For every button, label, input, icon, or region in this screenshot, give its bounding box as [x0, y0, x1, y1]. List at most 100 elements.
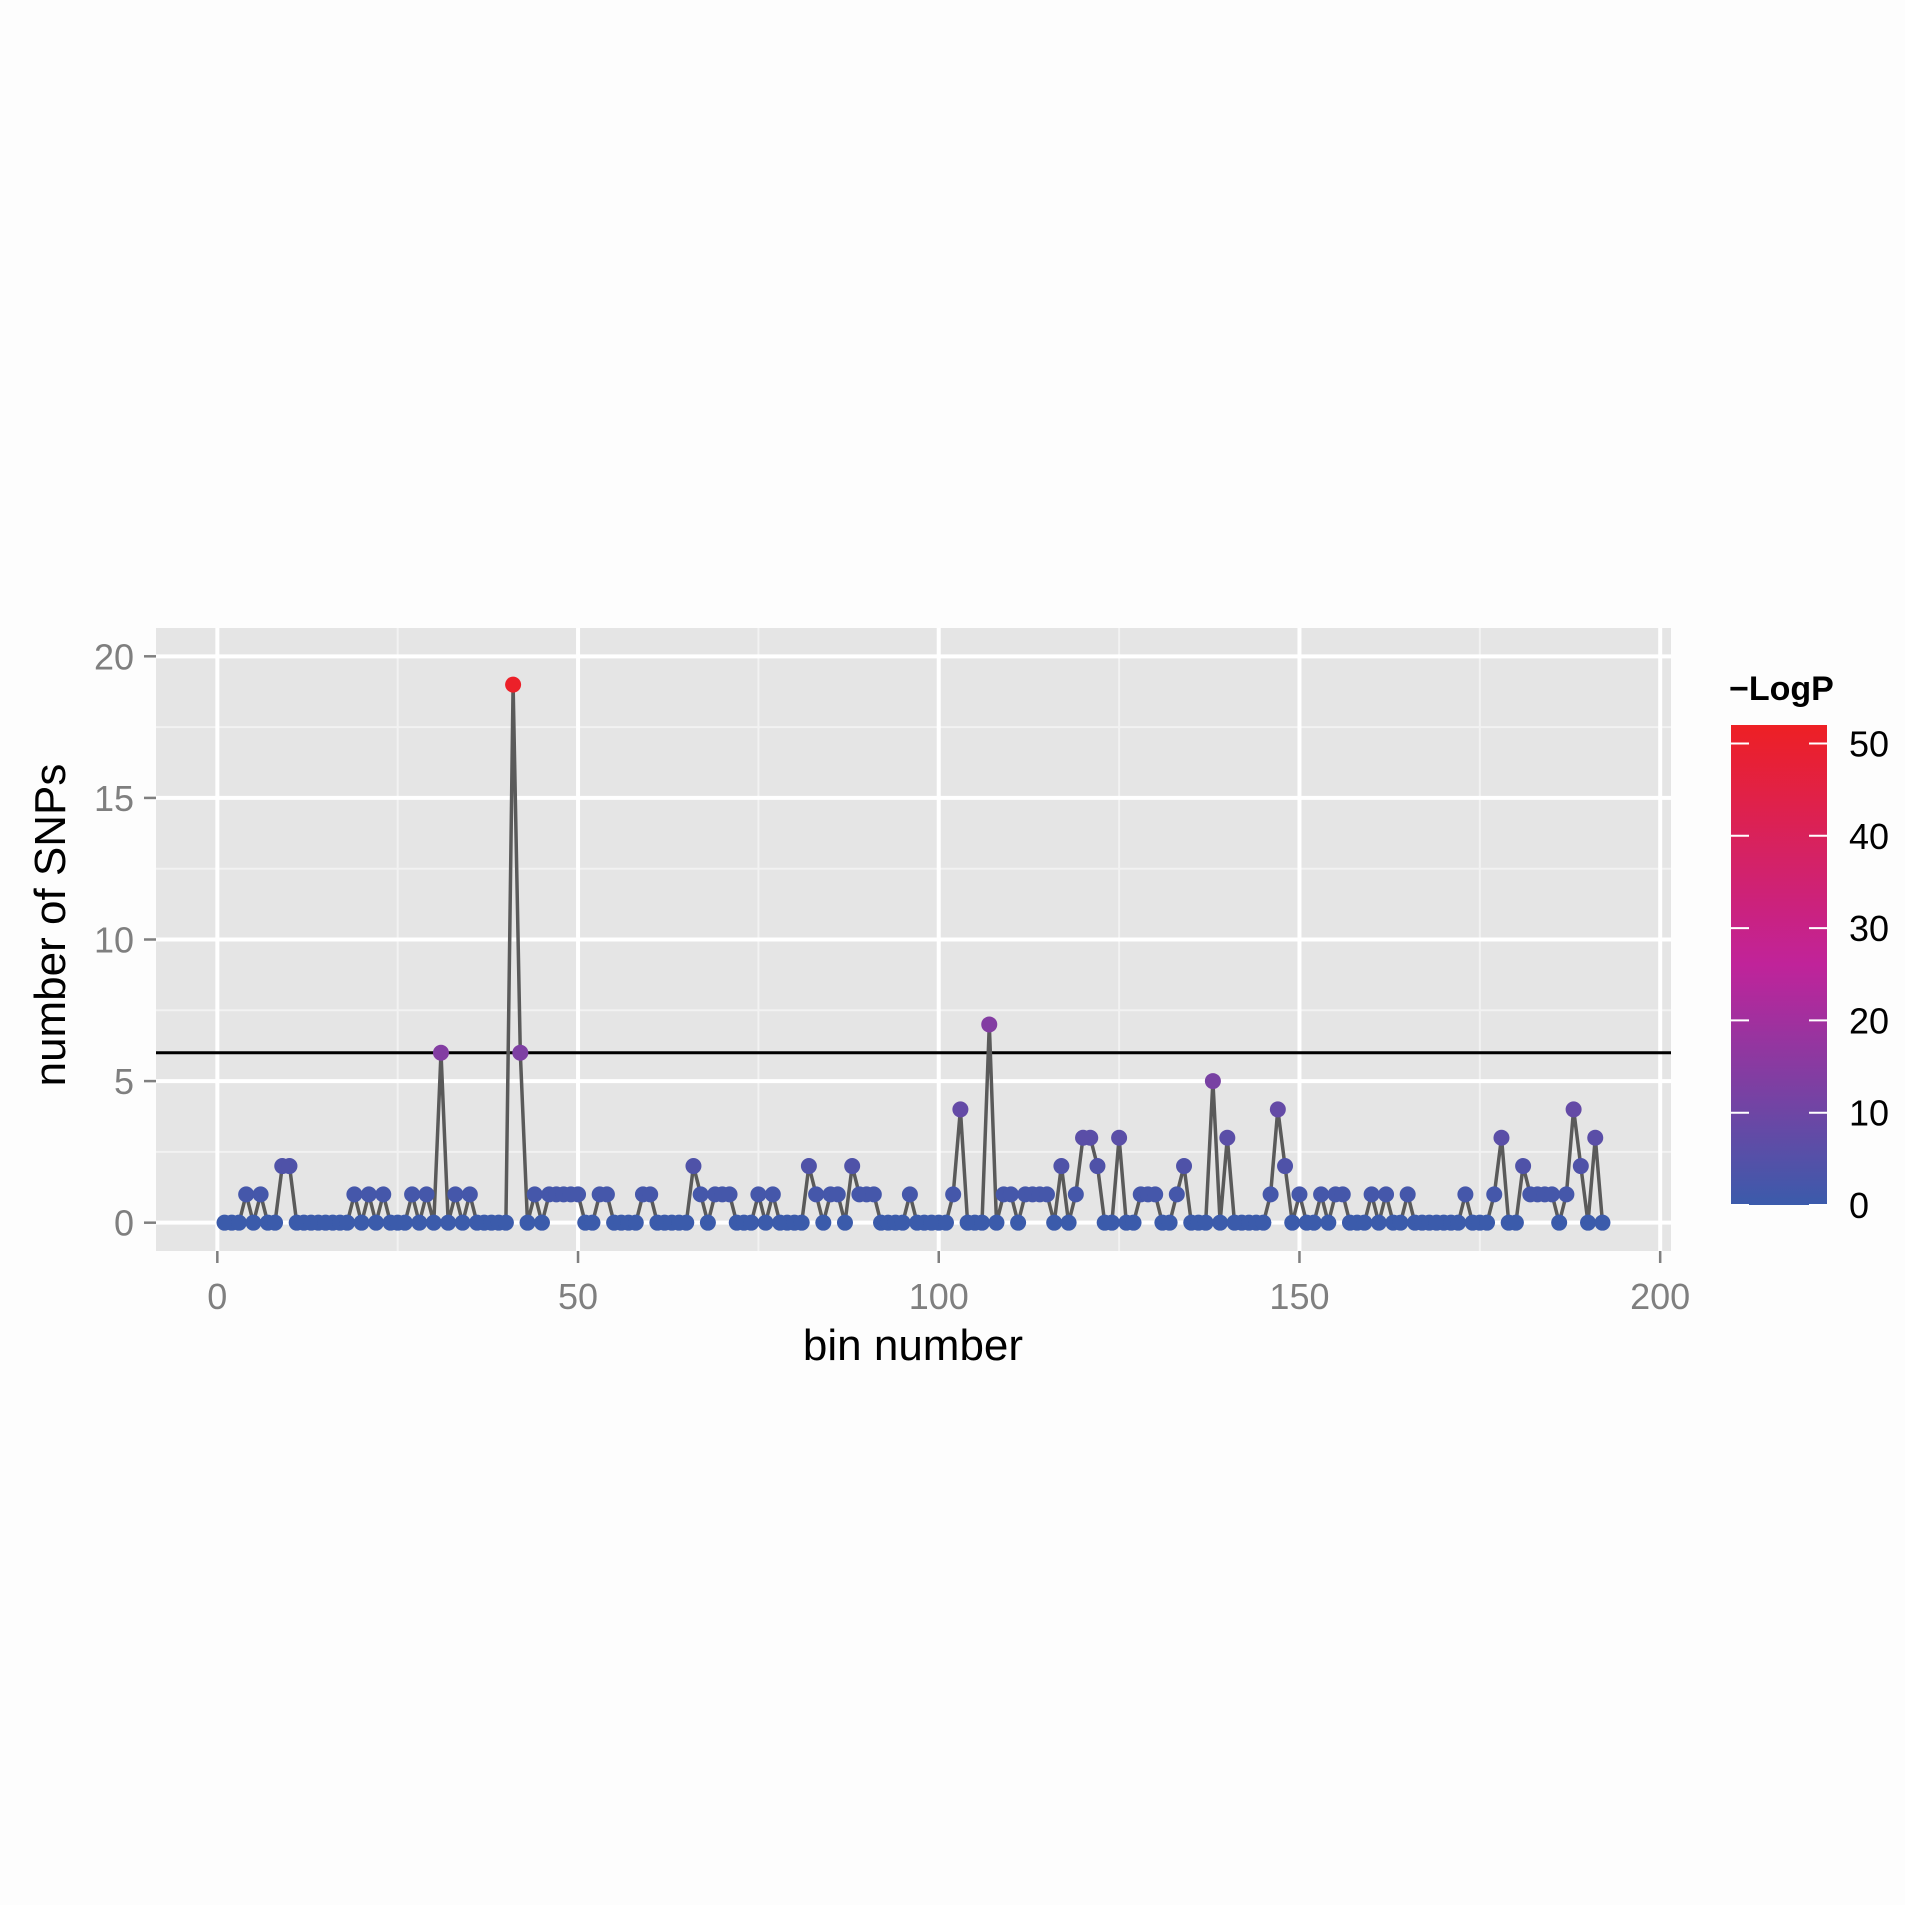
data-point — [1399, 1186, 1416, 1203]
x-axis-ticks: 0 50 100 150 200 — [207, 1251, 1690, 1317]
data-point — [627, 1214, 644, 1231]
y-tick-label: 10 — [94, 920, 134, 961]
legend-tick-label: 10 — [1849, 1093, 1889, 1134]
data-point — [505, 676, 522, 693]
data-point — [1594, 1214, 1611, 1231]
data-point — [584, 1214, 601, 1231]
data-point — [981, 1016, 998, 1033]
data-point — [418, 1186, 435, 1203]
data-point — [281, 1158, 298, 1175]
data-point — [432, 1044, 449, 1061]
data-point — [1392, 1214, 1409, 1231]
data-point — [800, 1158, 817, 1175]
data-point — [1010, 1214, 1027, 1231]
data-point — [252, 1186, 269, 1203]
data-point — [1262, 1186, 1279, 1203]
y-tick-label: 5 — [114, 1061, 134, 1102]
data-point — [678, 1214, 695, 1231]
data-point — [1479, 1214, 1496, 1231]
data-point — [1587, 1129, 1604, 1146]
data-point — [245, 1214, 262, 1231]
data-point — [1038, 1186, 1055, 1203]
data-point — [1291, 1186, 1308, 1203]
y-tick-label: 0 — [114, 1203, 134, 1244]
data-point — [1551, 1214, 1568, 1231]
data-point — [642, 1186, 659, 1203]
data-point — [1334, 1186, 1351, 1203]
data-point — [1125, 1214, 1142, 1231]
data-point — [894, 1214, 911, 1231]
data-point — [699, 1214, 716, 1231]
data-point — [1161, 1214, 1178, 1231]
data-point — [1450, 1214, 1467, 1231]
legend-tick-label: 30 — [1849, 908, 1889, 949]
legend-tick-label: 20 — [1849, 1000, 1889, 1041]
data-point — [1313, 1186, 1330, 1203]
data-point — [1378, 1186, 1395, 1203]
data-point — [1053, 1158, 1070, 1175]
data-point — [1219, 1129, 1236, 1146]
data-point — [692, 1186, 709, 1203]
data-point — [497, 1214, 514, 1231]
data-point — [1046, 1214, 1063, 1231]
data-point — [1002, 1186, 1019, 1203]
data-point — [1269, 1101, 1286, 1118]
data-point — [757, 1214, 774, 1231]
y-tick-label: 20 — [94, 636, 134, 677]
data-point — [1356, 1214, 1373, 1231]
data-point — [396, 1214, 413, 1231]
data-point — [1082, 1129, 1099, 1146]
data-point — [721, 1186, 738, 1203]
data-point — [339, 1214, 356, 1231]
data-point — [1067, 1186, 1084, 1203]
data-point — [1305, 1214, 1322, 1231]
data-point — [461, 1186, 478, 1203]
x-tick-label: 50 — [558, 1276, 598, 1317]
x-axis-title: bin number — [803, 1321, 1023, 1370]
data-point — [1060, 1214, 1077, 1231]
data-point — [570, 1186, 587, 1203]
data-point — [404, 1186, 421, 1203]
data-point — [1111, 1129, 1128, 1146]
data-point — [1320, 1214, 1337, 1231]
data-point — [1277, 1158, 1294, 1175]
y-axis-title: number of SNPs — [26, 764, 75, 1087]
data-point — [425, 1214, 442, 1231]
data-point — [1197, 1214, 1214, 1231]
data-point — [1558, 1186, 1575, 1203]
data-point — [526, 1186, 543, 1203]
data-point — [1580, 1214, 1597, 1231]
data-point — [1168, 1186, 1185, 1203]
data-point — [440, 1214, 457, 1231]
data-point — [1212, 1214, 1229, 1231]
data-point — [1255, 1214, 1272, 1231]
data-point — [411, 1214, 428, 1231]
data-point — [360, 1186, 377, 1203]
data-point — [1089, 1158, 1106, 1175]
x-tick-label: 100 — [909, 1276, 969, 1317]
data-point — [793, 1214, 810, 1231]
data-point — [1493, 1129, 1510, 1146]
data-point — [945, 1186, 962, 1203]
data-point — [1565, 1101, 1582, 1118]
legend-colorbar — [1731, 725, 1827, 1205]
legend-tick-label: 0 — [1849, 1185, 1869, 1226]
x-tick-label: 150 — [1269, 1276, 1329, 1317]
data-point — [988, 1214, 1005, 1231]
data-point — [815, 1214, 832, 1231]
data-point — [764, 1186, 781, 1203]
y-tick-label: 15 — [94, 778, 134, 819]
data-point — [1204, 1073, 1221, 1090]
data-point — [1103, 1214, 1120, 1231]
data-point — [865, 1186, 882, 1203]
data-point — [1370, 1214, 1387, 1231]
data-point — [533, 1214, 550, 1231]
data-point — [519, 1214, 536, 1231]
data-point — [1457, 1186, 1474, 1203]
data-point — [1515, 1158, 1532, 1175]
legend-tick-label: 40 — [1849, 816, 1889, 857]
legend-title: −LogP — [1729, 670, 1834, 708]
data-point — [901, 1186, 918, 1203]
